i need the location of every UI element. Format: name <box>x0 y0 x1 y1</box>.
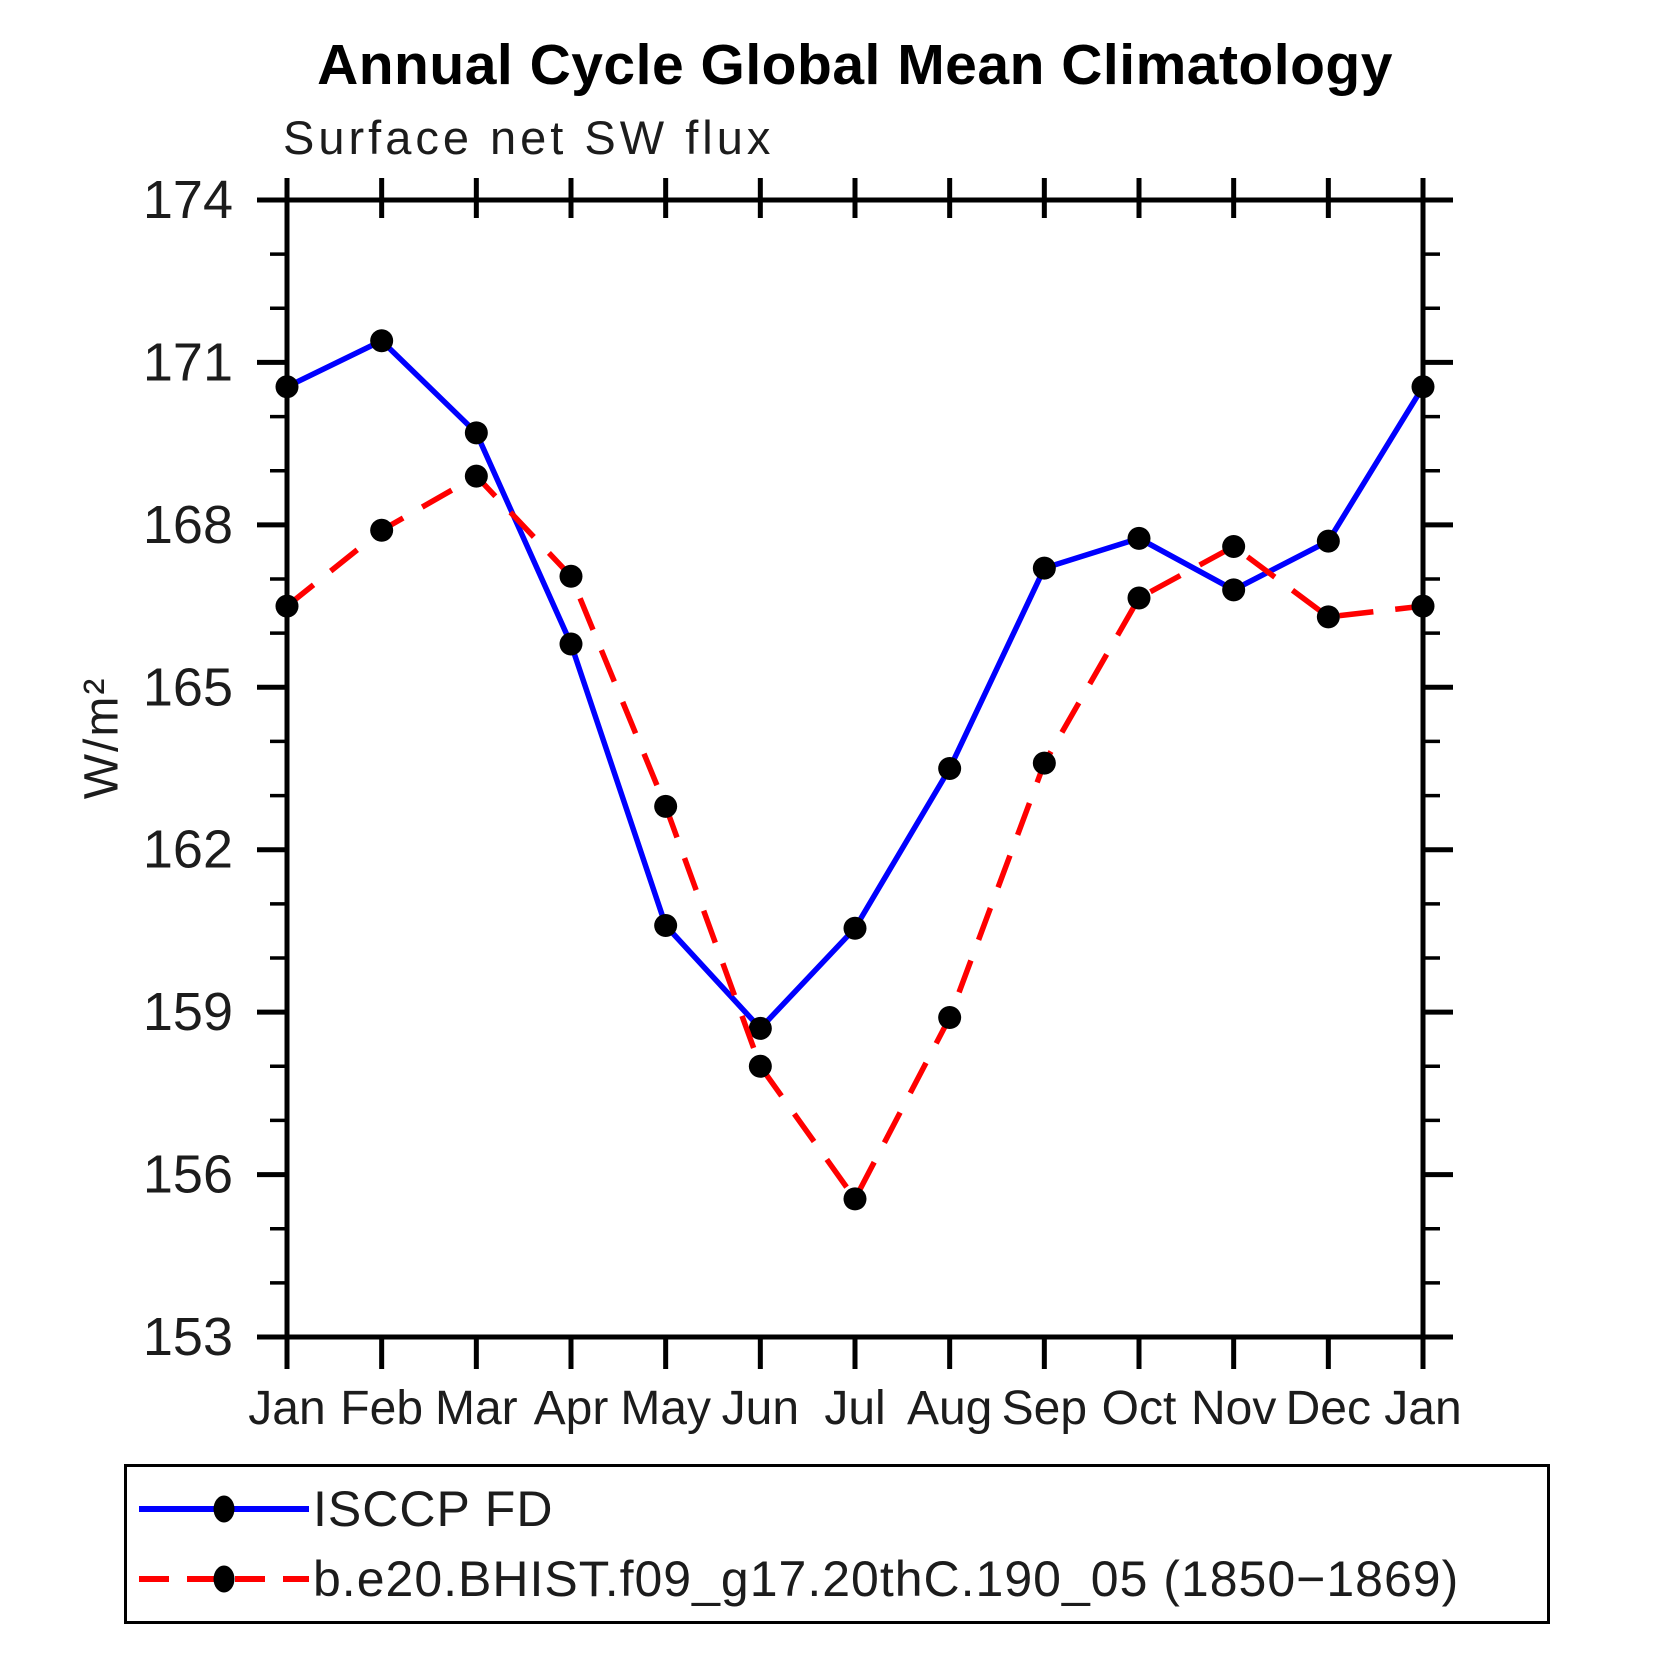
x-tick-label: Jan <box>1384 1382 1461 1435</box>
data-point <box>275 375 299 399</box>
y-tick-label: 162 <box>143 820 233 880</box>
data-point <box>275 594 299 618</box>
y-tick-label: 171 <box>143 332 233 392</box>
x-tick-label: Apr <box>534 1382 609 1435</box>
data-point <box>1222 578 1246 602</box>
data-point <box>559 632 583 656</box>
series-line-1 <box>285 472 1424 1205</box>
legend-swatch-marker <box>213 1565 235 1593</box>
x-tick-label: Aug <box>907 1382 992 1435</box>
data-point <box>1032 751 1056 775</box>
legend-label-isccp-fd: ISCCP FD <box>313 1481 554 1537</box>
chart-subtitle: Surface net SW flux <box>283 111 775 164</box>
data-point <box>938 1006 962 1030</box>
y-tick-label: 168 <box>143 495 233 555</box>
y-tick-label: 165 <box>143 657 233 717</box>
x-tick-label: Jun <box>722 1382 799 1435</box>
data-point <box>748 1054 772 1078</box>
data-point <box>654 914 678 938</box>
data-point <box>1411 594 1435 618</box>
data-point <box>370 329 394 353</box>
legend-dashed-line-icon <box>139 1565 309 1593</box>
data-point <box>559 564 583 588</box>
legend-solid-line-icon <box>139 1495 309 1523</box>
x-tick-label: Jan <box>248 1382 325 1435</box>
data-point <box>464 464 488 488</box>
data-point <box>1127 526 1151 550</box>
legend-item-isccp-fd: ISCCP FD <box>135 1477 1547 1541</box>
legend-label-model-run: b.e20.BHIST.f09_g17.20thC.190_05 (1850−1… <box>313 1551 1460 1607</box>
x-tick-label: Jul <box>824 1382 885 1435</box>
data-point <box>1222 535 1246 559</box>
data-point <box>1316 529 1340 553</box>
data-point <box>370 518 394 542</box>
y-tick-label: 153 <box>143 1307 233 1367</box>
y-tick-label: 174 <box>143 170 233 230</box>
data-point <box>654 794 678 818</box>
chart-title: Annual Cycle Global Mean Climatology <box>317 33 1393 97</box>
data-point <box>1032 556 1056 580</box>
plot-frame <box>284 197 1426 1340</box>
data-point <box>464 421 488 445</box>
x-tick-label: Feb <box>340 1382 423 1435</box>
legend-item-model-run: b.e20.BHIST.f09_g17.20thC.190_05 (1850−1… <box>135 1547 1547 1611</box>
plot-area: Jan Feb Mar Apr May Jun Jul Aug Sep Oct Nov Dec Jan1… <box>143 170 1462 1435</box>
x-tick-label: Oct <box>1102 1382 1177 1435</box>
y-tick-label: 159 <box>143 982 233 1042</box>
data-point <box>843 916 867 940</box>
data-point <box>843 1187 867 1211</box>
x-tick-label: Sep <box>1002 1382 1087 1435</box>
legend-swatch-marker <box>213 1495 235 1523</box>
data-point <box>1411 375 1435 399</box>
x-tick-label: May <box>620 1382 711 1435</box>
data-point <box>748 1016 772 1040</box>
x-tick-label: Nov <box>1191 1382 1276 1435</box>
data-point <box>1316 605 1340 629</box>
x-tick-label: Dec <box>1286 1382 1371 1435</box>
data-point <box>938 757 962 780</box>
legend-box: ISCCP FD b.e20.BHIST.f09_g17.20thC.190_0… <box>124 1464 1550 1624</box>
data-point <box>1127 586 1151 610</box>
y-tick-label: 156 <box>143 1145 233 1205</box>
x-tick-label: Mar <box>435 1382 518 1435</box>
